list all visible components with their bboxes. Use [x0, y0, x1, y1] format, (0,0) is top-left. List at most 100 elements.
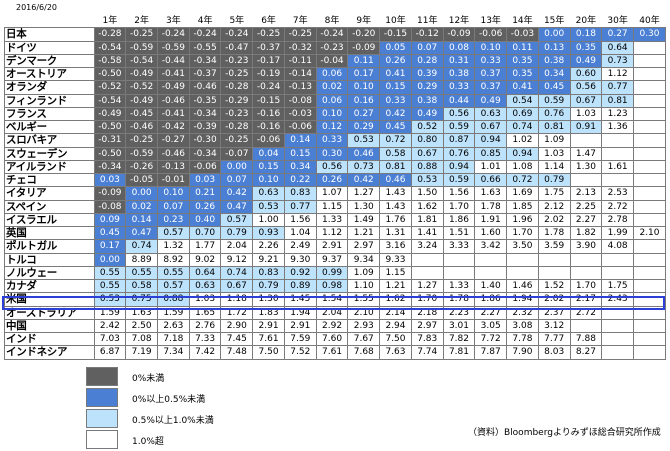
column-header: 40年: [639, 16, 660, 27]
yield-cell: -0.34: [93, 159, 127, 175]
yield-cell: 0.04: [252, 146, 285, 161]
yield-cell: 2.76: [188, 318, 222, 334]
yield-cell: 0.59: [442, 172, 476, 188]
yield-cell: 0.00: [537, 27, 571, 42]
yield-cell: 9.34: [347, 252, 381, 267]
yield-cell: 0.77: [601, 80, 634, 95]
yield-cell: 7.48: [220, 345, 254, 360]
yield-cell: 2.43: [601, 292, 634, 307]
legend-swatch: [86, 409, 118, 428]
yield-cell: 1.86: [474, 292, 508, 307]
yield-cell: [633, 252, 666, 267]
yield-cell: 0.67: [569, 93, 603, 108]
country-name: カナダ: [4, 278, 95, 294]
yield-cell: 0.39: [410, 66, 444, 82]
country-name: 日本: [4, 27, 95, 42]
yield-cell: 1.03: [188, 292, 222, 307]
yield-cell: 9.37: [315, 252, 349, 267]
yield-cell: [569, 265, 603, 281]
yield-cell: 0.28: [410, 53, 444, 69]
yield-cell: 0.06: [315, 66, 349, 82]
yield-cell: 0.31: [442, 53, 476, 69]
yield-cell: 1.14: [537, 159, 571, 175]
yield-cell: -0.13: [156, 159, 190, 175]
yield-cell: [633, 133, 666, 148]
yield-cell: 0.54: [506, 93, 539, 108]
column-header: 20年: [575, 16, 597, 27]
country-name: ベルギー: [4, 119, 95, 135]
legend-swatch: [86, 430, 118, 449]
yield-cell: 1.60: [474, 225, 508, 241]
yield-cell: 0.77: [283, 199, 317, 214]
yield-cell: 0.10: [252, 172, 285, 188]
yield-cell: 7.60: [315, 331, 349, 347]
yield-cell: 1.03: [537, 146, 571, 161]
yield-cell: -0.59: [125, 40, 158, 55]
yield-cell: -0.16: [252, 106, 285, 122]
yield-cell: 0.93: [252, 225, 285, 241]
yield-cell: 1.12: [315, 225, 349, 241]
yield-cell: [410, 252, 444, 267]
yield-cell: 0.79: [220, 225, 254, 241]
yield-cell: 1.09: [537, 133, 571, 148]
yield-cell: -0.28: [93, 27, 127, 42]
yield-cell: 0.73: [347, 159, 381, 175]
yield-cell: 2.02: [537, 292, 571, 307]
yield-cell: 7.45: [220, 331, 254, 347]
yield-cell: 0.30: [315, 146, 349, 161]
table-row: 日本 -0.28 -0.25 -0.24 -0.24 -0.24 -0.25 -0.25 -0.…: [4, 27, 666, 42]
yield-cell: 0.94: [442, 159, 476, 175]
yield-cell: -0.34: [188, 106, 222, 122]
yield-cell: 1.07: [315, 186, 349, 201]
yield-cell: 0.53: [93, 292, 127, 307]
yield-cell: 2.02: [537, 212, 571, 228]
yield-cell: -0.28: [220, 80, 254, 95]
yield-cell: 2.04: [220, 239, 254, 254]
yield-cell: 7.18: [156, 331, 190, 347]
yield-cell: 2.91: [283, 318, 317, 334]
yield-cell: 0.07: [156, 199, 190, 214]
yield-cell: -0.50: [93, 66, 127, 82]
yield-cell: 9.12: [220, 252, 254, 267]
yield-cell: 0.72: [379, 133, 412, 148]
yield-cell: [633, 331, 666, 347]
yield-cell: 0.45: [93, 225, 127, 241]
country-name: スロバキア: [4, 133, 95, 148]
yield-cell: 1.43: [379, 186, 412, 201]
yield-cell: 0.03: [93, 172, 127, 188]
yield-cell: 1.78: [442, 292, 476, 307]
yield-cell: 3.42: [474, 239, 508, 254]
column-header: 1年: [102, 16, 118, 27]
yield-cell: -0.03: [506, 27, 539, 42]
column-header: 5年: [229, 16, 245, 27]
country-name: フランス: [4, 106, 95, 122]
yield-cell: 0.07: [410, 40, 444, 55]
yield-cell: 0.42: [220, 186, 254, 201]
yield-cell: 0.56: [442, 106, 476, 122]
yield-cell: 0.11: [347, 53, 381, 69]
yield-cell: 1.56: [442, 186, 476, 201]
yield-cell: 0.55: [93, 265, 127, 281]
yield-cell: 0.58: [379, 146, 412, 161]
yield-cell: 1.70: [569, 278, 603, 294]
yield-cell: 0.88: [410, 159, 444, 175]
yield-cell: 0.35: [506, 66, 539, 82]
yield-cell: -0.32: [283, 40, 317, 55]
yield-cell: 0.74: [506, 119, 539, 135]
yield-cell: 2.91: [315, 239, 349, 254]
yield-cell: 1.47: [569, 146, 603, 161]
yield-cell: 0.42: [347, 172, 381, 188]
yield-cell: 1.21: [379, 278, 412, 294]
yield-cell: -0.25: [220, 133, 254, 148]
yield-cell: 0.26: [188, 199, 222, 214]
yield-cell: 3.50: [506, 239, 539, 254]
yield-cell: 1.27: [347, 186, 381, 201]
yield-cell: 2.92: [315, 318, 349, 334]
yield-cell: 3.90: [569, 239, 603, 254]
yield-cell: [633, 278, 666, 294]
yield-cell: 0.49: [474, 93, 508, 108]
column-header: 15年: [543, 16, 565, 27]
yield-cell: 0.64: [601, 40, 634, 55]
yield-cell: 1.83: [252, 305, 285, 320]
yield-cell: -0.08: [93, 199, 127, 214]
